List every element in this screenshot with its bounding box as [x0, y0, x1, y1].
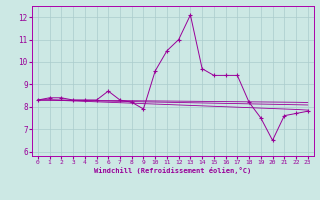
X-axis label: Windchill (Refroidissement éolien,°C): Windchill (Refroidissement éolien,°C)	[94, 167, 252, 174]
